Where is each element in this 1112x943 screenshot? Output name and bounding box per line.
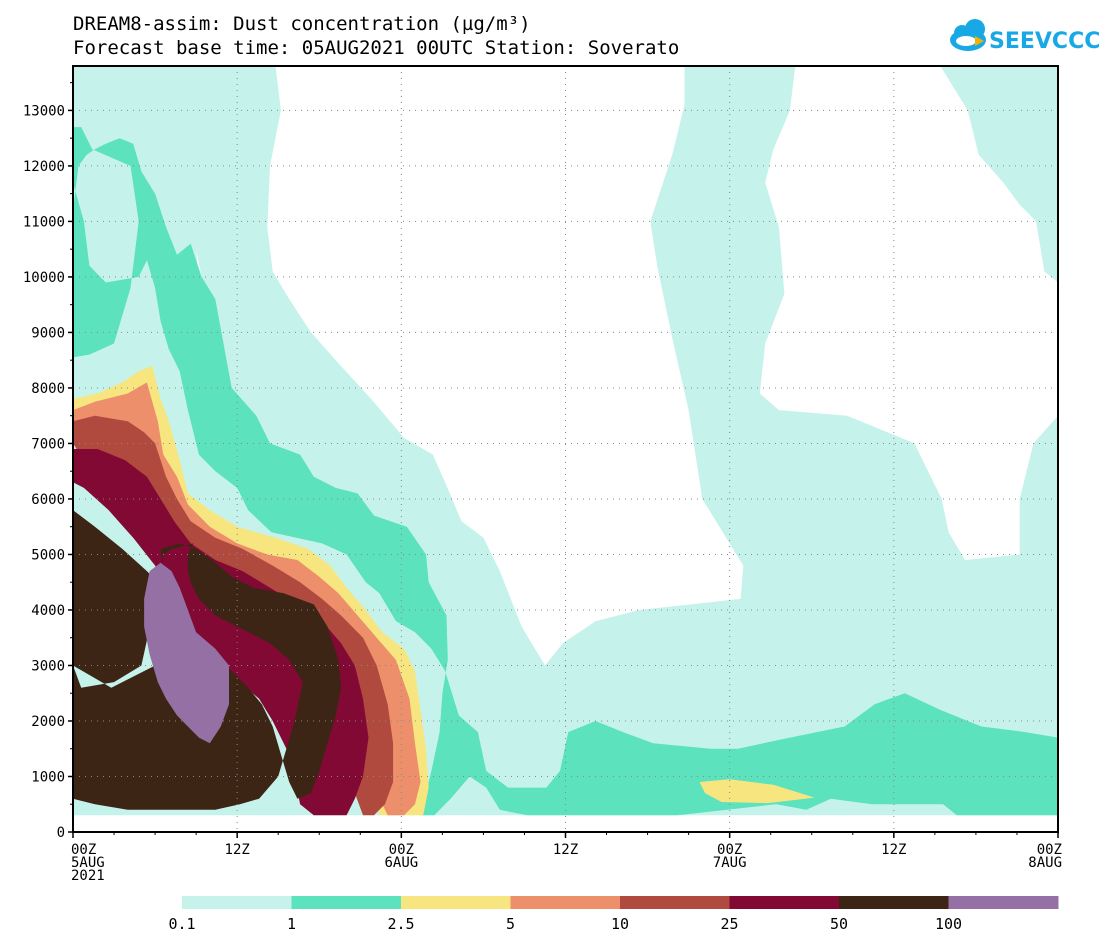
x-tick-label: 00Z <box>389 842 414 858</box>
y-tick-label: 8000 <box>31 381 65 397</box>
y-tick-label: 13000 <box>23 103 65 119</box>
y-tick-label: 12000 <box>23 159 65 175</box>
x-tick-label: 6AUG <box>384 855 418 871</box>
legend-swatch-2.5 <box>401 896 511 909</box>
legend-label: 2.5 <box>387 915 414 933</box>
y-tick-label: 11000 <box>23 214 65 230</box>
y-tick-label: 4000 <box>31 603 65 619</box>
y-tick-label: 6000 <box>31 492 65 508</box>
legend-swatch-25 <box>729 896 840 909</box>
color-legend: 0.1 1 2.5 5 10 25 50 100 <box>168 896 1059 933</box>
legend-swatch-50 <box>839 896 949 909</box>
legend-swatch-10 <box>620 896 730 909</box>
legend-label: 100 <box>935 915 962 933</box>
x-tick-label: 12Z <box>225 842 250 858</box>
legend-swatch-5 <box>510 896 621 909</box>
logo-text: SEEVCCC <box>989 29 1100 54</box>
y-axis: 0 1000 2000 3000 4000 5000 6000 7000 8000 9000 100… <box>23 82 73 841</box>
contour-level-100 <box>144 562 229 744</box>
legend-swatch-1 <box>291 896 402 909</box>
legend-swatch-100 <box>948 896 1059 909</box>
x-tick-label: 5AUG <box>71 855 105 871</box>
y-tick-label: 7000 <box>31 436 65 452</box>
grid-layer <box>73 66 1058 832</box>
x-tick-label: 12Z <box>881 842 906 858</box>
x-tick-label: 00Z <box>1037 842 1062 858</box>
contour-clear-region <box>759 66 1058 560</box>
legend-label: 25 <box>720 915 738 933</box>
legend-label: 50 <box>830 915 848 933</box>
legend-label: 5 <box>506 915 515 933</box>
x-tick-label: 2021 <box>71 868 105 884</box>
chart-title: DREAM8-assim: Dust concentration (µg/m³) <box>73 13 531 35</box>
y-tick-label: 2000 <box>31 714 65 730</box>
seevccc-logo: SEEVCCC <box>950 19 1100 54</box>
x-tick-label: 00Z <box>71 842 96 858</box>
x-tick-label: 00Z <box>717 842 742 858</box>
legend-label: 10 <box>611 915 629 933</box>
contour-clear-region <box>267 66 744 666</box>
y-tick-label: 1000 <box>31 769 65 785</box>
y-tick-label: 10000 <box>23 270 65 286</box>
contour-layer <box>73 66 1058 816</box>
y-tick-label: 3000 <box>31 658 65 674</box>
chart-subtitle: Forecast base time: 05AUG2021 00UTC Stat… <box>73 37 679 59</box>
y-tick-label: 0 <box>57 825 65 841</box>
contour-level-2.5 <box>699 779 815 804</box>
y-tick-label: 5000 <box>31 547 65 563</box>
legend-label: 1 <box>287 915 296 933</box>
contour-level-1 <box>73 127 1058 816</box>
legend-swatch-0.1 <box>182 896 292 909</box>
x-tick-label: 7AUG <box>713 855 747 871</box>
legend-label: 0.1 <box>168 915 195 933</box>
cloud-logo-icon <box>950 19 986 51</box>
x-tick-label: 12Z <box>553 842 578 858</box>
y-tick-label: 9000 <box>31 325 65 341</box>
x-tick-label: 8AUG <box>1028 855 1062 871</box>
